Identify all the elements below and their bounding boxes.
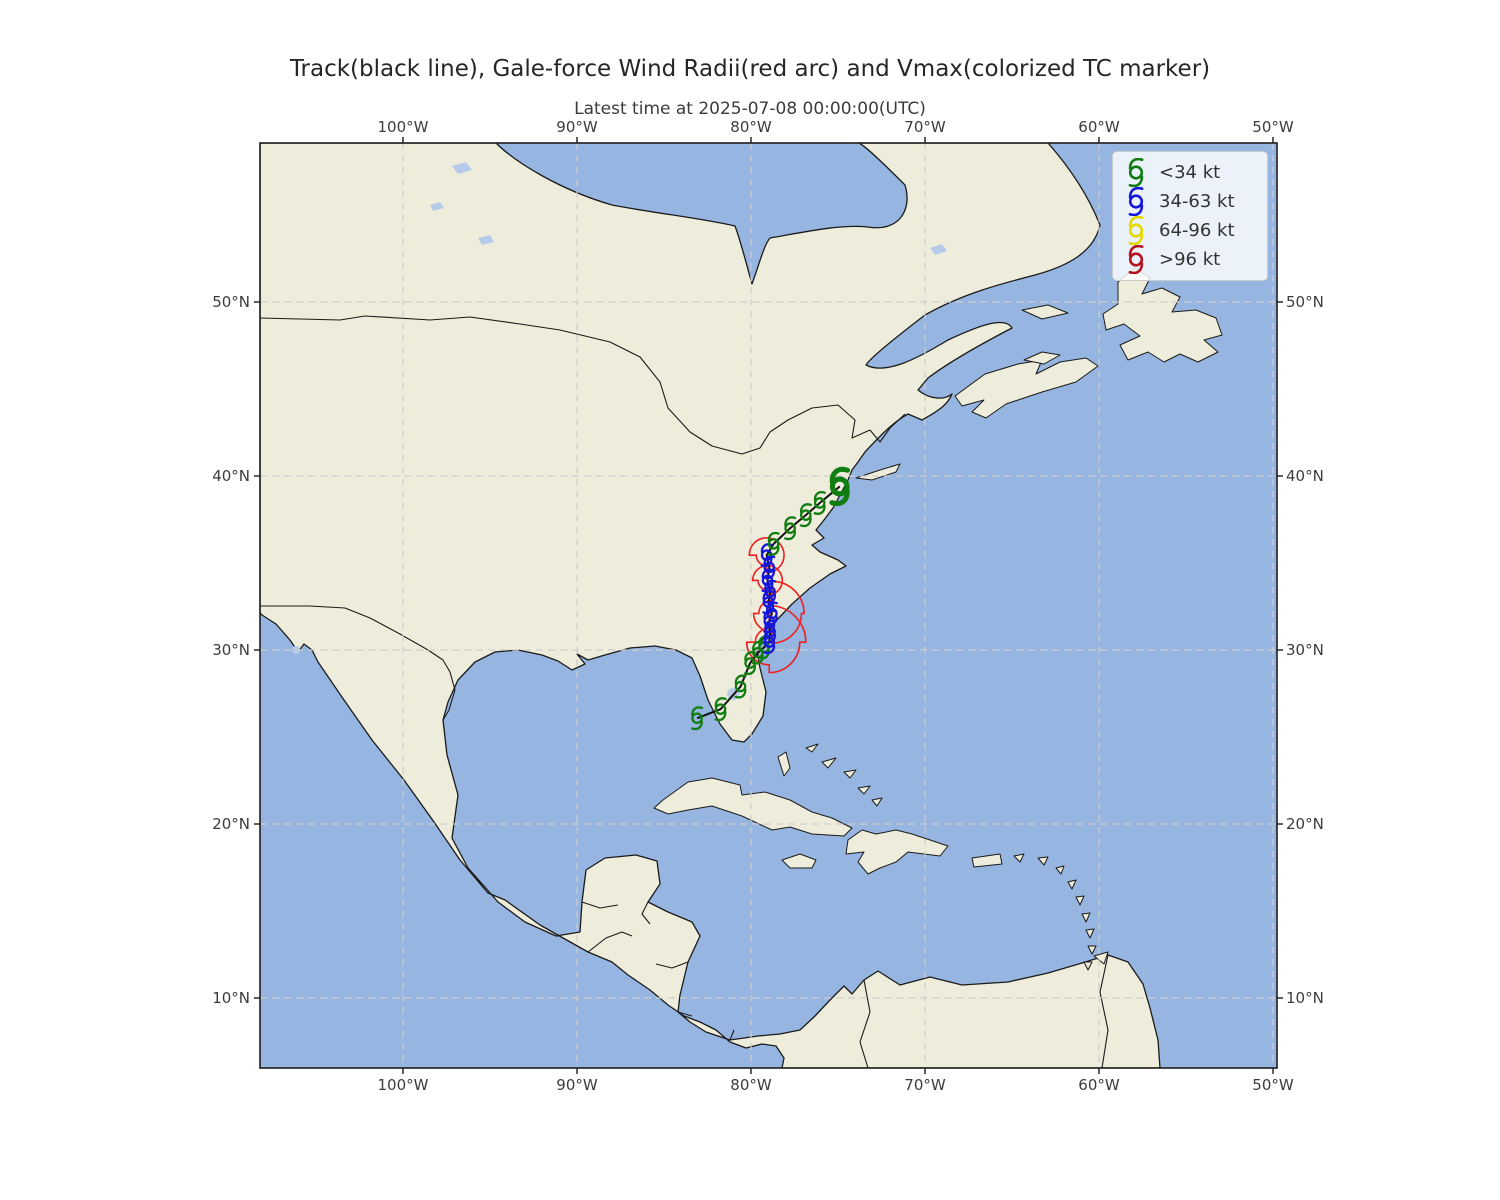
- plot-frame: [259, 142, 1278, 1069]
- lon-label-bottom: 70°W: [904, 1076, 946, 1094]
- lon-label-bottom: 90°W: [556, 1076, 598, 1094]
- legend-item: <34 kt: [1119, 158, 1259, 187]
- border-us-canada: [260, 315, 906, 455]
- legend-label: 34-63 kt: [1159, 191, 1235, 212]
- legend-label: <34 kt: [1159, 162, 1221, 183]
- island-hispaniola: [845, 829, 949, 875]
- island-newfoundland: [1102, 267, 1223, 363]
- tc-marker-icon: [1128, 187, 1144, 216]
- lon-label-bottom: 60°W: [1078, 1076, 1120, 1094]
- legend-item: >96 kt: [1119, 245, 1259, 274]
- tc-marker-icon-glyph: [1128, 158, 1144, 187]
- lat-label-right: 20°N: [1286, 815, 1324, 833]
- legend-item: 64-96 kt: [1119, 216, 1259, 245]
- island-jamaica: [781, 853, 817, 869]
- lon-label-bottom: 80°W: [730, 1076, 772, 1094]
- lon-label-top: 50°W: [1252, 118, 1294, 136]
- lat-label-left: 10°N: [212, 989, 250, 1007]
- tc-marker-icon-glyph: [1128, 216, 1144, 245]
- lon-label-bottom: 50°W: [1252, 1076, 1294, 1094]
- mainland-landmass: [260, 143, 1161, 1068]
- tc-marker-icon: [1128, 158, 1144, 187]
- borders-south-america: [859, 954, 1109, 1068]
- lat-label-right: 40°N: [1286, 467, 1324, 485]
- map-layers: [260, 143, 1223, 1068]
- borders-central-america: [581, 901, 735, 1041]
- storm-track: [690, 469, 847, 731]
- island-cuba: [653, 777, 853, 837]
- legend-label: >96 kt: [1159, 249, 1221, 270]
- figure-title: Track(black line), Gale-force Wind Radii…: [289, 56, 1211, 82]
- lat-label-right: 50°N: [1286, 293, 1324, 311]
- gale-wind-radii-arc: [752, 580, 805, 644]
- islands-bahamas: [777, 743, 883, 807]
- lon-label-top: 60°W: [1078, 118, 1120, 136]
- lon-label-top: 70°W: [904, 118, 946, 136]
- island-pei: [1023, 351, 1061, 365]
- lat-label-left: 20°N: [212, 815, 250, 833]
- lon-label-top: 100°W: [377, 118, 429, 136]
- tc-marker-icon: [1128, 245, 1144, 274]
- lat-label-right: 30°N: [1286, 641, 1324, 659]
- island-puerto-rico: [971, 853, 1003, 868]
- lon-label-top: 90°W: [556, 118, 598, 136]
- figure-subtitle: Latest time at 2025-07-08 00:00:00(UTC): [574, 99, 926, 119]
- island-anticosti: [1021, 304, 1069, 320]
- lat-label-left: 40°N: [212, 467, 250, 485]
- tc-marker-icon-glyph: [1128, 245, 1144, 274]
- tc-marker-icon: [1128, 216, 1144, 245]
- lat-label-left: 50°N: [212, 293, 250, 311]
- island-nova-scotia: [954, 357, 1099, 419]
- islands-lesser-antilles: [1013, 853, 1109, 971]
- legend-label: 64-96 kt: [1159, 220, 1235, 241]
- lat-label-left: 30°N: [212, 641, 250, 659]
- legend: <34 kt 34-63 kt 64-96 kt >96 kt: [1112, 151, 1268, 281]
- tc-marker-icon-glyph: [1128, 187, 1144, 216]
- lon-label-top: 80°W: [730, 118, 772, 136]
- lat-label-right: 10°N: [1286, 989, 1324, 1007]
- legend-item: 34-63 kt: [1119, 187, 1259, 216]
- axis-tick-marks: [254, 137, 1283, 1074]
- lon-label-bottom: 100°W: [377, 1076, 429, 1094]
